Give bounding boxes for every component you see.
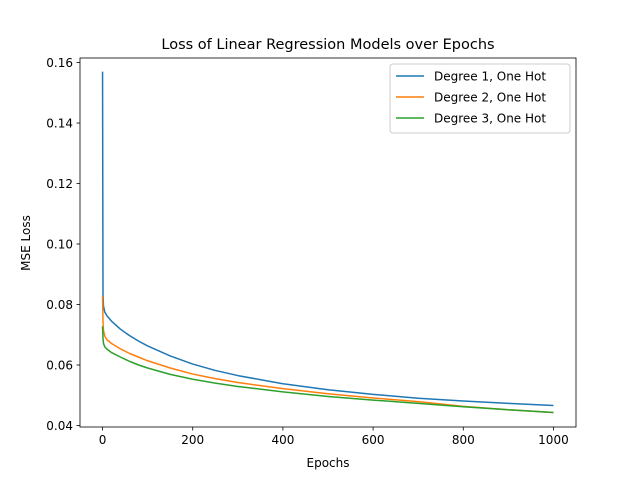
axes-frame [79,57,577,428]
legend: Degree 1, One Hot Degree 2, One Hot Degree… [389,63,571,134]
y-axis-label: MSE Loss [19,215,33,271]
x-tick-label: 0 [99,433,107,447]
legend-label-2: Degree 2, One Hot [434,91,546,105]
series-line-2 [101,296,554,414]
legend-box [389,63,571,134]
legend-label-1: Degree 1, One Hot [434,70,546,84]
x-tick-label: 200 [181,433,204,447]
legend-label-3: Degree 3, One Hot [434,112,546,126]
y-tick-label: 0.12 [46,177,73,191]
x-tick-label: 600 [362,433,385,447]
x-tick-label: 800 [452,433,475,447]
x-tick-label: 400 [271,433,294,447]
series-line-1 [101,71,554,407]
series-line-3 [101,326,554,414]
y-tick-label: 0.10 [46,237,73,251]
y-tick-label: 0.16 [46,56,73,70]
x-axis-label: Epochs [307,456,350,470]
chart-title: Loss of Linear Regression Models over Ep… [161,37,494,53]
y-tick-label: 0.06 [46,358,73,372]
y-tick-label: 0.14 [46,116,73,130]
y-tick-label: 0.04 [46,419,73,433]
y-tick-label: 0.08 [46,298,73,312]
x-tick-label: 1000 [538,433,569,447]
plot-area: 0 200 400 600 800 1000 0.04 0.06 0.08 0.10 0.12 0.1… [46,56,577,447]
